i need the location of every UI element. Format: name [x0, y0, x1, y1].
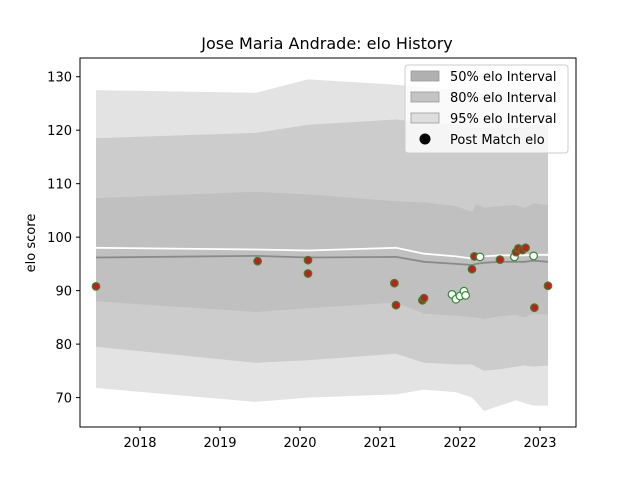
post-match-points — [91, 243, 553, 313]
post-match-point — [419, 293, 429, 303]
post-match-point — [475, 252, 485, 262]
x-tick-label: 2022 — [443, 436, 476, 451]
plot-area — [91, 79, 553, 412]
legend-swatch — [410, 112, 440, 124]
post-match-point — [543, 281, 553, 291]
post-match-point — [390, 278, 399, 288]
legend-label: 80% elo Interval — [450, 91, 557, 106]
post-match-point — [303, 255, 313, 265]
legend-marker — [419, 133, 431, 145]
post-match-point — [495, 255, 505, 265]
post-match-point — [391, 300, 401, 310]
chart-title: Jose Maria Andrade: elo History — [200, 34, 452, 53]
post-match-point — [467, 264, 477, 274]
legend-label: 50% elo Interval — [450, 70, 557, 85]
post-match-point — [521, 243, 530, 253]
post-match-point — [529, 251, 538, 261]
x-tick-label: 2023 — [523, 436, 556, 451]
y-tick-label: 90 — [55, 285, 72, 300]
axes-frame — [79, 57, 577, 428]
post-match-point — [461, 291, 471, 300]
x-tick-label: 2021 — [363, 436, 396, 451]
y-tick-label: 80 — [55, 338, 72, 353]
y-tick-label: 110 — [47, 178, 72, 193]
x-tick-label: 2020 — [283, 436, 316, 451]
y-tick-label: 100 — [47, 231, 72, 246]
post-match-point — [303, 269, 313, 278]
post-match-point — [530, 303, 539, 313]
y-axis: 70 80 90 100 110 120 130 — [47, 71, 80, 407]
post-match-point — [253, 256, 263, 266]
legend: 50% elo Interval 80% elo Interval 95% elo … — [404, 64, 569, 154]
legend-swatch — [410, 91, 440, 103]
band-3 — [96, 191, 548, 319]
y-tick-label: 120 — [47, 124, 72, 139]
legend-box — [404, 64, 569, 154]
center-elo-line — [95, 254, 549, 266]
legend-swatch — [410, 70, 440, 82]
legend-label: Post Match elo — [450, 133, 545, 148]
x-axis: 2018 2019 2020 2021 2022 2023 — [123, 427, 557, 451]
x-tick-label: 2018 — [123, 436, 156, 451]
legend-label: 95% elo Interval — [450, 112, 557, 127]
interval-bands — [96, 79, 548, 412]
y-tick-label: 130 — [47, 71, 72, 86]
x-tick-label: 2019 — [203, 436, 236, 451]
post-match-point — [91, 282, 101, 291]
y-tick-label: 70 — [55, 392, 72, 407]
y-axis-label: elo score — [24, 214, 39, 273]
